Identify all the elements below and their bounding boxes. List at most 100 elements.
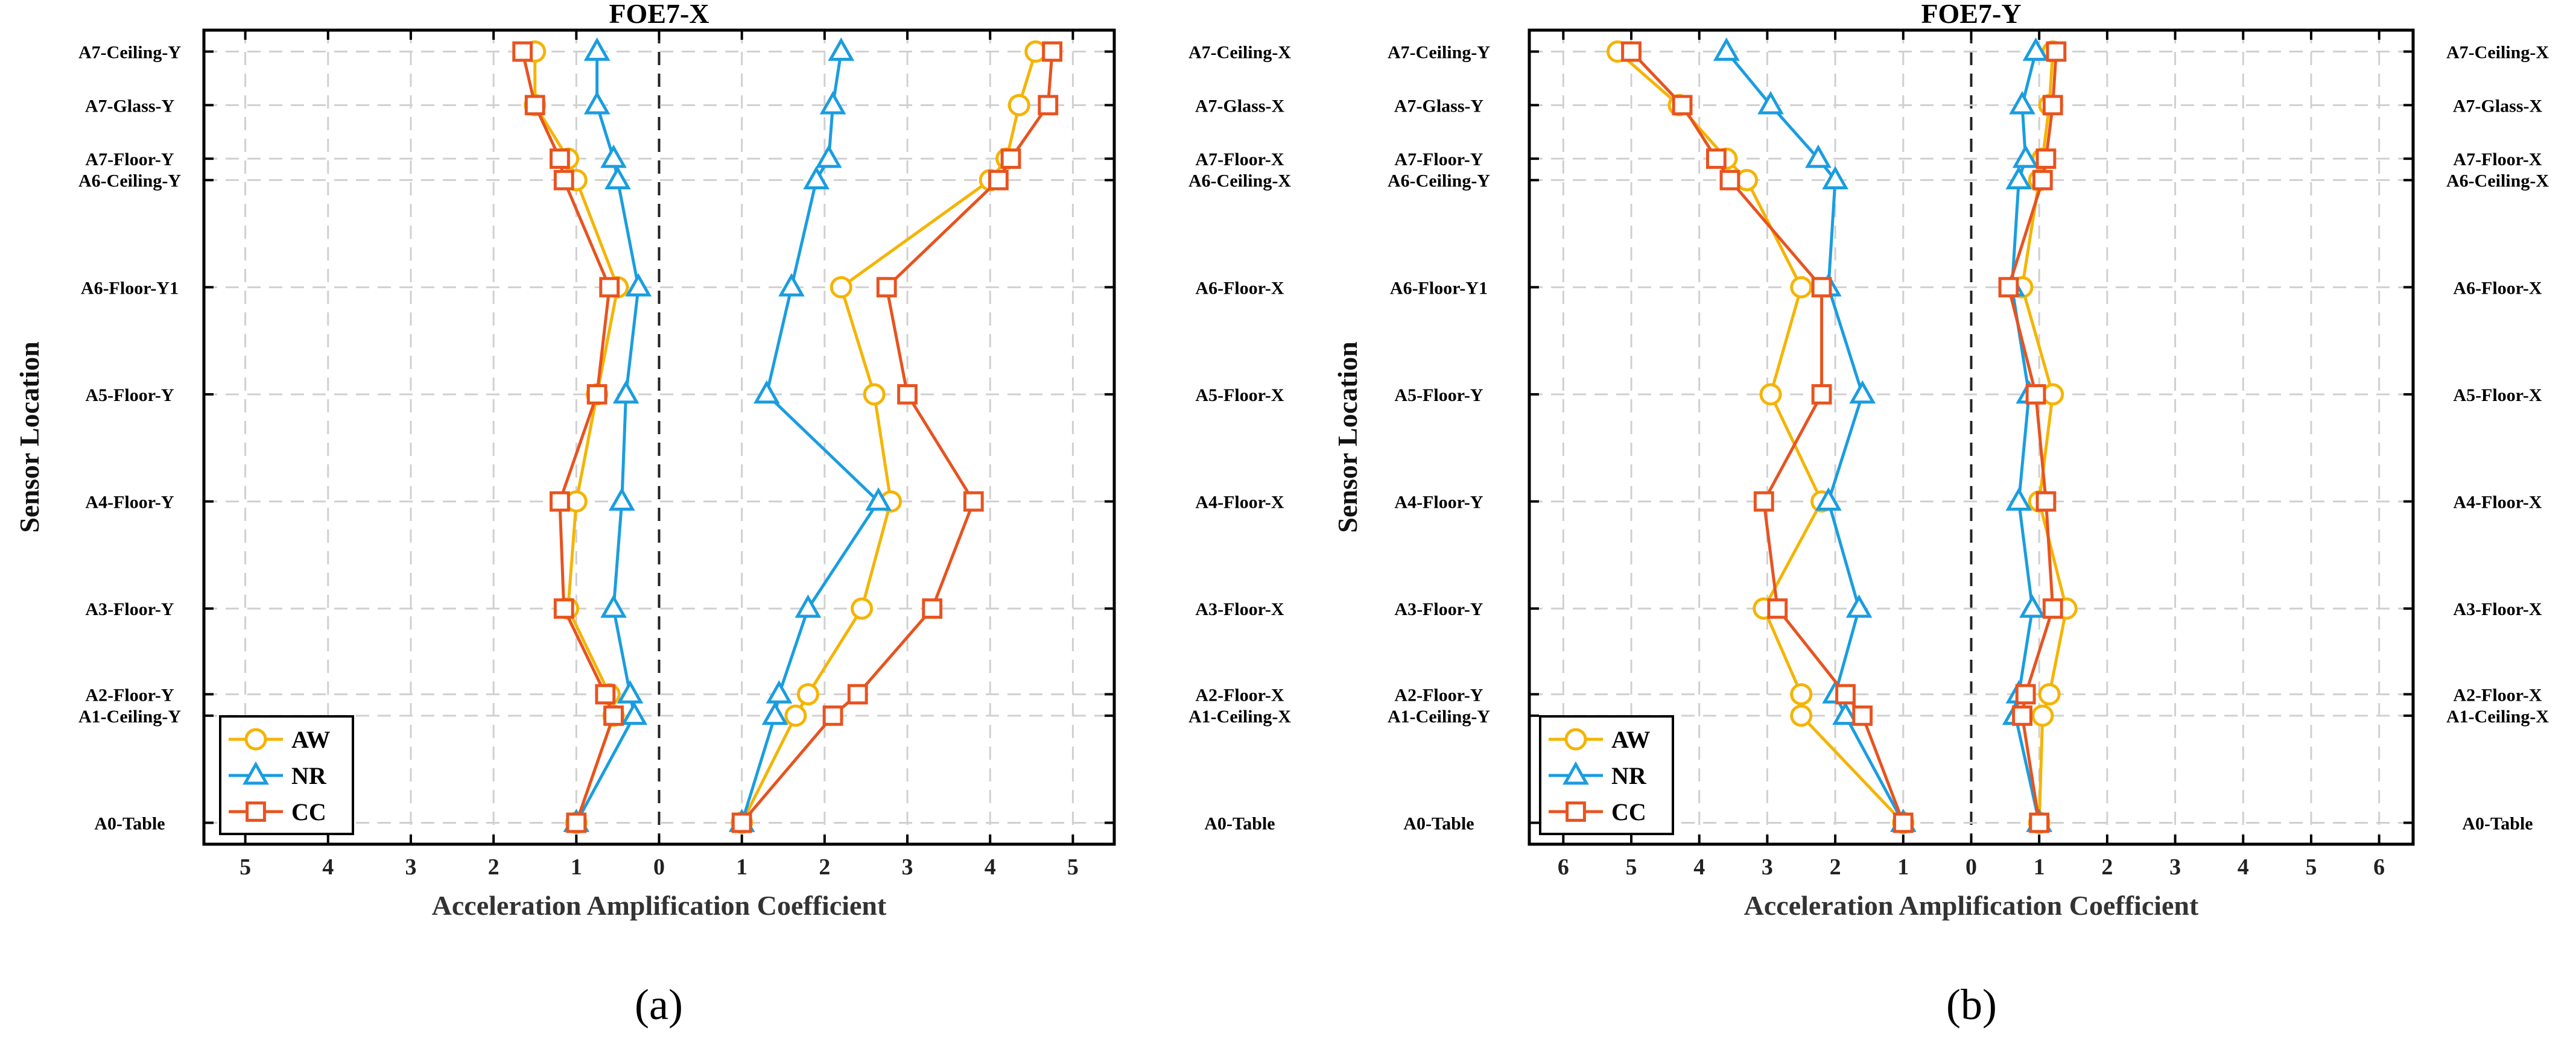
- data-point: [617, 680, 644, 704]
- x-tick-label: 5: [1626, 854, 1637, 880]
- data-point: [847, 684, 868, 705]
- series-line: [740, 51, 880, 824]
- right-category-label: A7-Floor-X: [2453, 150, 2542, 169]
- data-point: [1815, 487, 1842, 511]
- data-point: [621, 701, 648, 725]
- left-category-label: A4-Floor-Y: [1394, 493, 1483, 513]
- data-point: [612, 380, 639, 404]
- data-point: [963, 491, 984, 512]
- y-axis-label: Sensor Location: [1332, 341, 1363, 532]
- data-point: [2012, 144, 2039, 168]
- data-point: [603, 705, 624, 726]
- right-category-label: A2-Floor-X: [1195, 685, 1284, 705]
- data-point: [604, 166, 631, 189]
- right-category-label: A2-Floor-X: [2453, 685, 2542, 705]
- x-tick-label: 5: [2305, 854, 2317, 880]
- left-category-label: A0-Table: [1403, 813, 1474, 833]
- legend-label: NR: [291, 762, 327, 789]
- data-point: [2041, 383, 2064, 406]
- data-point: [796, 683, 819, 706]
- right-category-label: A3-Floor-X: [2453, 599, 2542, 619]
- data-point: [803, 166, 830, 189]
- x-tick-label: 4: [1693, 854, 1705, 880]
- data-point: [1000, 148, 1021, 169]
- data-point: [512, 41, 533, 62]
- series-cc-right: [731, 41, 1063, 833]
- legend-marker: [1566, 801, 1586, 822]
- right-category-label: A4-Floor-X: [2453, 493, 2542, 513]
- legend: AW NR CC: [219, 715, 354, 835]
- right-category-label: A4-Floor-X: [1195, 493, 1284, 513]
- data-point: [1822, 166, 1848, 189]
- data-point: [583, 90, 611, 115]
- right-category-label: A6-Ceiling-X: [2446, 171, 2549, 191]
- data-point: [524, 95, 545, 116]
- right-category-label: A7-Glass-X: [1195, 96, 1285, 116]
- data-point: [549, 491, 570, 512]
- left-category-label: A1-Ceiling-Y: [78, 707, 181, 727]
- data-point: [1038, 95, 1059, 116]
- chart-panel-2: 6 5 4 3 2 1 0 1 2 3 4 5 6 A0-Table A0-Table A1-Ceiling-…: [1332, 0, 2549, 1029]
- panel-label: (a): [635, 980, 683, 1029]
- panel-label: (b): [1946, 980, 1997, 1029]
- data-point: [1672, 95, 1693, 116]
- data-point: [1835, 684, 1856, 705]
- data-point: [819, 90, 846, 115]
- data-point: [2019, 594, 2046, 618]
- right-category-label: A0-Table: [2462, 813, 2533, 833]
- series-cc-left: [1621, 41, 1914, 833]
- x-tick-label: 2: [1830, 854, 1841, 880]
- data-point: [1790, 704, 1813, 727]
- data-point: [2009, 90, 2035, 115]
- data-point: [731, 812, 752, 833]
- left-category-label: A6-Floor-Y1: [1390, 278, 1488, 298]
- series-cc-left: [512, 41, 624, 833]
- data-point: [1759, 383, 1782, 406]
- data-point: [922, 598, 943, 619]
- x-tick-label: 0: [1965, 854, 1977, 880]
- data-point: [2042, 598, 2063, 619]
- data-point: [1845, 594, 1873, 618]
- right-category-label: A7-Glass-X: [2453, 96, 2543, 116]
- x-tick-label: 0: [653, 854, 665, 880]
- data-point: [753, 380, 780, 404]
- data-point: [586, 384, 608, 405]
- left-category-label: A6-Floor-Y1: [81, 278, 179, 298]
- chart-title: FOE7-Y: [1921, 0, 2021, 29]
- left-category-label: A7-Glass-Y: [85, 96, 175, 116]
- data-point: [1042, 41, 1063, 62]
- x-tick-label: 3: [2169, 854, 2181, 880]
- data-point: [1811, 384, 1832, 405]
- data-point: [583, 37, 611, 61]
- data-point: [625, 273, 652, 297]
- data-point: [778, 273, 805, 297]
- right-category-label: A0-Table: [1204, 813, 1275, 833]
- left-category-label: A0-Table: [94, 813, 165, 833]
- left-category-label: A7-Glass-Y: [1394, 96, 1484, 116]
- data-point: [2022, 37, 2049, 61]
- legend: AW NR CC: [1539, 715, 1674, 835]
- data-point: [1849, 380, 1876, 404]
- data-point: [2042, 95, 2063, 116]
- right-category-label: A1-Ceiling-X: [2446, 707, 2549, 727]
- series-nr-right: [728, 37, 892, 832]
- data-point: [2005, 487, 2032, 511]
- left-category-label: A7-Ceiling-Y: [1388, 43, 1490, 63]
- legend-marker: [246, 801, 266, 822]
- data-point: [2005, 166, 2032, 189]
- right-category-label: A1-Ceiling-X: [1188, 707, 1291, 727]
- data-point: [876, 277, 897, 298]
- right-category-label: A5-Floor-X: [2453, 385, 2542, 405]
- data-point: [2015, 684, 2036, 705]
- left-category-label: A1-Ceiling-Y: [1388, 707, 1490, 727]
- left-category-label: A4-Floor-Y: [85, 493, 174, 513]
- legend-label: NR: [1611, 762, 1647, 789]
- legend-marker: [244, 728, 267, 751]
- right-category-label: A7-Ceiling-X: [1188, 43, 1291, 63]
- data-point: [1706, 148, 1727, 169]
- right-category-label: A5-Floor-X: [1195, 385, 1284, 405]
- data-point: [1852, 705, 1873, 726]
- x-tick-label: 3: [902, 854, 913, 880]
- x-tick-label: 6: [1558, 854, 1569, 880]
